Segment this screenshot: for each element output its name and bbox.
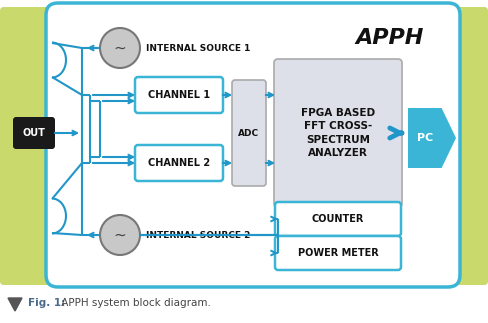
Text: APPH: APPH — [356, 28, 424, 48]
Text: INTERNAL SOURCE 1: INTERNAL SOURCE 1 — [146, 44, 250, 53]
FancyBboxPatch shape — [275, 202, 401, 236]
FancyBboxPatch shape — [232, 80, 266, 186]
Text: APPH system block diagram.: APPH system block diagram. — [58, 298, 211, 308]
FancyBboxPatch shape — [275, 236, 401, 270]
FancyBboxPatch shape — [46, 3, 460, 287]
Circle shape — [100, 215, 140, 255]
Circle shape — [100, 28, 140, 68]
Text: ADC: ADC — [239, 129, 260, 138]
FancyBboxPatch shape — [135, 77, 223, 113]
Text: INTERNAL SOURCE 2: INTERNAL SOURCE 2 — [146, 231, 250, 239]
Text: PC: PC — [417, 133, 433, 143]
Text: CHANNEL 1: CHANNEL 1 — [148, 90, 210, 100]
FancyBboxPatch shape — [274, 59, 402, 207]
Text: POWER METER: POWER METER — [298, 248, 378, 258]
FancyBboxPatch shape — [13, 117, 55, 149]
Text: Fig. 1:: Fig. 1: — [28, 298, 65, 308]
Text: OUT: OUT — [22, 128, 45, 138]
Text: CHANNEL 2: CHANNEL 2 — [148, 158, 210, 168]
Text: COUNTER: COUNTER — [312, 214, 364, 224]
Polygon shape — [8, 298, 22, 311]
Text: FPGA BASED
FFT CROSS-
SPECTRUM
ANALYZER: FPGA BASED FFT CROSS- SPECTRUM ANALYZER — [301, 108, 375, 158]
Text: ~: ~ — [114, 40, 126, 56]
Text: ~: ~ — [114, 227, 126, 243]
FancyBboxPatch shape — [135, 145, 223, 181]
Polygon shape — [408, 108, 456, 168]
FancyBboxPatch shape — [0, 7, 488, 285]
